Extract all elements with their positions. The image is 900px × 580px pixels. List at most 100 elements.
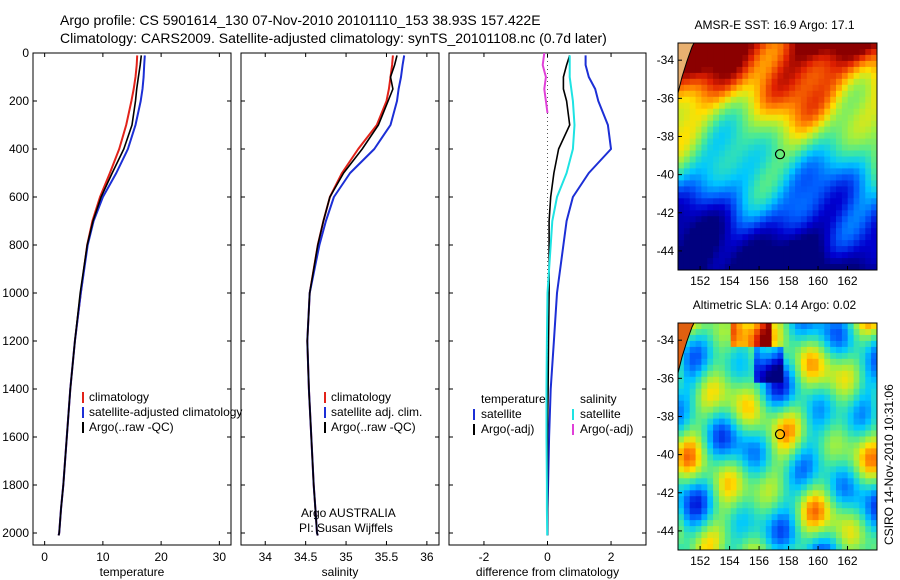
map-cell xyxy=(806,150,814,158)
map-cell xyxy=(707,466,714,473)
map-cell xyxy=(683,78,691,86)
x-tick-label: 152 xyxy=(690,554,710,568)
map-cell xyxy=(759,364,767,372)
map-cell xyxy=(689,252,697,259)
map-cell xyxy=(783,466,790,473)
map-cell xyxy=(678,538,685,545)
map-cell xyxy=(771,252,779,259)
map-cell xyxy=(806,400,814,408)
map-cell xyxy=(683,388,691,396)
map-cell xyxy=(707,240,714,247)
map-cell xyxy=(847,358,855,366)
map-cell xyxy=(865,538,872,545)
map-cell xyxy=(824,406,831,414)
map-cell xyxy=(713,382,720,390)
map-cell xyxy=(812,132,820,140)
map-cell xyxy=(683,114,691,122)
map-cell xyxy=(701,388,708,396)
map-cell xyxy=(789,352,796,360)
map-cell xyxy=(707,43,714,50)
map-cell xyxy=(707,138,714,146)
map-cell xyxy=(707,126,714,134)
map-cell xyxy=(795,246,802,253)
map-cell xyxy=(859,126,866,134)
map-cell xyxy=(683,228,691,235)
map-cell xyxy=(853,186,861,193)
map-cell xyxy=(724,472,732,479)
map-cell xyxy=(795,520,802,527)
map-cell xyxy=(783,520,790,527)
map-cell xyxy=(853,346,861,354)
map-cell xyxy=(836,162,843,170)
map-cell xyxy=(806,138,814,146)
map-cell xyxy=(847,162,855,170)
map-cell xyxy=(836,460,843,467)
map-cell xyxy=(777,478,784,485)
map-cell xyxy=(695,346,703,354)
map-cell xyxy=(754,186,761,193)
map-cell xyxy=(771,484,779,491)
map-cell xyxy=(730,466,738,473)
map-cell xyxy=(841,180,849,187)
map-cell xyxy=(713,54,720,62)
map-cell xyxy=(719,424,726,432)
map-cell xyxy=(730,49,738,56)
map-cell xyxy=(847,246,855,253)
map-cell xyxy=(724,388,732,396)
map-cell xyxy=(777,156,784,164)
map-cell xyxy=(777,90,784,98)
map-cell xyxy=(689,84,697,92)
map-cell xyxy=(847,102,855,110)
map-cell xyxy=(783,496,790,503)
map-cell xyxy=(824,424,831,432)
map-cell xyxy=(771,448,779,455)
map-cell xyxy=(800,490,808,497)
map-cell xyxy=(707,114,714,122)
map-cell xyxy=(859,264,866,270)
map-cell xyxy=(841,216,849,223)
map-cell xyxy=(730,66,738,74)
map-cell xyxy=(865,192,872,199)
map-cell xyxy=(759,323,767,330)
map-cell xyxy=(678,442,685,450)
map-cell xyxy=(771,108,779,116)
map-cell xyxy=(812,418,820,426)
map-cell xyxy=(689,180,697,187)
map-cell xyxy=(865,472,872,479)
map-cell xyxy=(707,430,714,438)
map-cell xyxy=(701,114,708,122)
map-cell xyxy=(724,192,732,199)
map-cell xyxy=(707,340,714,348)
map-cell xyxy=(795,346,802,354)
map-cell xyxy=(853,222,861,229)
x-tick-label: 36 xyxy=(420,550,434,564)
map-cell xyxy=(701,430,708,438)
y-tick-label: 0 xyxy=(22,46,29,60)
map-cell xyxy=(865,168,872,175)
map-cell xyxy=(777,114,784,122)
map-cell xyxy=(713,514,720,521)
map-cell xyxy=(800,192,808,199)
map-cell xyxy=(701,216,708,223)
map-cell xyxy=(771,198,779,205)
map-cell xyxy=(806,358,814,366)
map-cell xyxy=(742,472,749,479)
map-cell xyxy=(754,78,761,86)
map-cell xyxy=(754,382,761,390)
map-cell xyxy=(736,514,743,521)
map-cell xyxy=(859,532,866,539)
map-cell xyxy=(812,72,820,80)
map-cell xyxy=(812,66,820,74)
map-cell xyxy=(783,430,790,438)
map-cell xyxy=(771,78,779,86)
map-cell xyxy=(765,204,773,211)
map-cell xyxy=(754,544,761,550)
map-cell xyxy=(853,49,861,56)
map-cell xyxy=(724,180,732,187)
map-cell xyxy=(678,478,685,485)
map-cell xyxy=(683,400,691,408)
map-cell xyxy=(824,532,831,539)
map-cell xyxy=(847,424,855,432)
map-cell xyxy=(765,544,773,550)
map-cell xyxy=(719,526,726,533)
